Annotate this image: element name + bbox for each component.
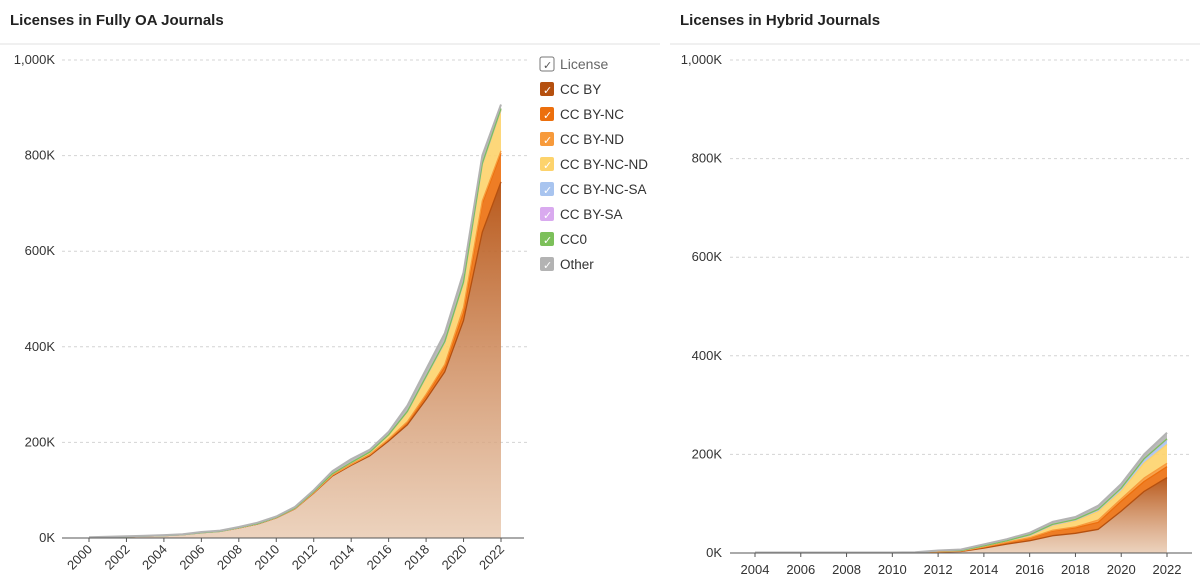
x-tick-label: 2012 xyxy=(289,542,320,573)
check-icon: ✓ xyxy=(543,59,552,72)
area-cc-by-nc-nd[interactable] xyxy=(755,444,1167,553)
x-tick-label: 2018 xyxy=(1061,562,1090,577)
check-icon: ✓ xyxy=(543,209,552,222)
y-tick-labels: 0K 200K 400K 600K 800K 1,000K xyxy=(681,52,723,560)
series-line-other xyxy=(88,104,502,539)
area-cc-by[interactable] xyxy=(755,477,1167,553)
x-tick-label: 2018 xyxy=(401,542,432,573)
x-tick-label: 2004 xyxy=(139,542,170,573)
x-tick-label: 2010 xyxy=(251,542,282,573)
legend-header-checkbox[interactable] xyxy=(539,56,555,72)
legend-checkbox[interactable] xyxy=(540,107,554,121)
y-tick-label: 200K xyxy=(25,434,56,449)
check-icon: ✓ xyxy=(543,109,552,122)
y-tick-label: 200K xyxy=(692,446,723,461)
x-tick-label: 2006 xyxy=(176,542,207,573)
legend-item-cc0[interactable]: ✓ CC0 xyxy=(540,232,587,247)
legend-item-cc-by-nd[interactable]: ✓ CC BY-ND xyxy=(540,132,624,147)
y-tick-label: 1,000K xyxy=(681,52,723,67)
legend-label: Other xyxy=(560,257,594,272)
x-tick-labels: 2000 2002 2004 2006 2008 2010 2012 2014 2016 2018… xyxy=(64,538,507,573)
legend-label: CC BY-NC-SA xyxy=(560,182,647,197)
license-legend: ✓ License ✓ CC BY ✓ CC BY-NC ✓ CC BY-ND ✓ CC BY… xyxy=(539,56,648,272)
hybrid-chart: Licenses in Hybrid Journals 0K 200K 400K 60… xyxy=(670,12,1200,577)
legend-item-cc-by-nc[interactable]: ✓ CC BY-NC xyxy=(540,107,624,122)
x-tick-label: 2014 xyxy=(969,562,998,577)
legend-items: ✓ CC BY ✓ CC BY-NC ✓ CC BY-ND ✓ CC BY-NC-ND ✓ CC … xyxy=(540,82,648,272)
legend-item-cc-by-nc-sa[interactable]: ✓ CC BY-NC-SA xyxy=(540,182,647,197)
hybrid-chart-title: Licenses in Hybrid Journals xyxy=(680,12,880,29)
area-cc-by-nc[interactable] xyxy=(755,466,1167,553)
legend-item-cc-by-nc-nd[interactable]: ✓ CC BY-NC-ND xyxy=(540,157,648,172)
x-tick-label: 2004 xyxy=(741,562,770,577)
x-tick-label: 2002 xyxy=(102,542,133,573)
x-tick-label: 2020 xyxy=(439,542,470,573)
y-tick-label: 600K xyxy=(25,243,56,258)
y-tick-labels: 0K 200K 400K 600K 800K 1,000K xyxy=(14,52,56,545)
legend-checkbox[interactable] xyxy=(540,207,554,221)
legend-header[interactable]: ✓ License xyxy=(539,56,608,72)
legend-label: CC0 xyxy=(560,232,587,247)
y-tick-label: 400K xyxy=(25,339,56,354)
x-tick-label: 2006 xyxy=(786,562,815,577)
x-tick-label: 2000 xyxy=(64,542,95,573)
x-tick-label: 2012 xyxy=(924,562,953,577)
x-tick-label: 2008 xyxy=(832,562,861,577)
y-tick-label: 800K xyxy=(25,148,56,163)
legend-checkbox[interactable] xyxy=(540,257,554,271)
legend-label: CC BY-ND xyxy=(560,132,624,147)
x-tick-labels: 2004 2006 2008 2010 2012 2014 2016 2018 2020 2022 xyxy=(741,553,1182,577)
legend-item-other[interactable]: ✓ Other xyxy=(540,257,594,272)
legend-label: CC BY xyxy=(560,82,601,97)
check-icon: ✓ xyxy=(543,184,552,197)
legend-checkbox[interactable] xyxy=(540,232,554,246)
legend-checkbox[interactable] xyxy=(540,82,554,96)
legend-header-label: License xyxy=(560,56,608,72)
area-cc-by[interactable] xyxy=(89,181,501,538)
y-tick-label: 1,000K xyxy=(14,52,56,67)
legend-checkbox[interactable] xyxy=(540,157,554,171)
y-tick-label: 800K xyxy=(692,151,723,166)
check-icon: ✓ xyxy=(543,159,552,172)
stacked-area-series xyxy=(755,431,1168,554)
fully-oa-chart-title: Licenses in Fully OA Journals xyxy=(10,12,224,29)
x-tick-label: 2022 xyxy=(1153,562,1182,577)
x-tick-label: 2020 xyxy=(1107,562,1136,577)
y-tick-label: 600K xyxy=(692,249,723,264)
check-icon: ✓ xyxy=(543,259,552,272)
y-tick-label: 0K xyxy=(706,545,722,560)
x-tick-label: 2016 xyxy=(364,542,395,573)
legend-item-cc-by[interactable]: ✓ CC BY xyxy=(540,82,601,97)
check-icon: ✓ xyxy=(543,134,552,147)
check-icon: ✓ xyxy=(543,84,552,97)
x-tick-label: 2010 xyxy=(878,562,907,577)
x-tick-label: 2014 xyxy=(326,542,357,573)
y-gridlines xyxy=(730,59,1192,455)
legend-label: CC BY-NC xyxy=(560,107,624,122)
stacked-area-series xyxy=(88,104,502,539)
x-tick-label: 2016 xyxy=(1015,562,1044,577)
check-icon: ✓ xyxy=(543,234,552,247)
legend-checkbox[interactable] xyxy=(540,182,554,196)
legend-item-cc-by-sa[interactable]: ✓ CC BY-SA xyxy=(540,207,623,222)
x-tick-label: 2008 xyxy=(214,542,245,573)
y-tick-label: 0K xyxy=(39,530,55,545)
y-tick-label: 400K xyxy=(692,348,723,363)
legend-checkbox[interactable] xyxy=(540,132,554,146)
legend-label: CC BY-NC-ND xyxy=(560,157,648,172)
legend-label: CC BY-SA xyxy=(560,207,623,222)
x-tick-label: 2022 xyxy=(476,542,507,573)
